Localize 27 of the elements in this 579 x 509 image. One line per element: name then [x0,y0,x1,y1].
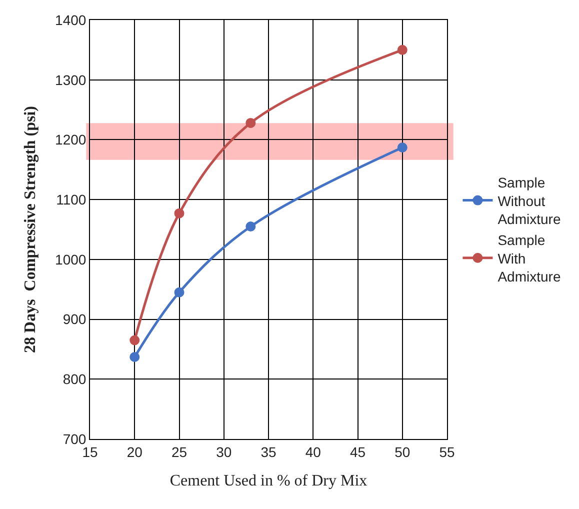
x-tick-label: 40 [305,444,322,460]
y-tick-label: 1100 [56,191,86,208]
point [174,287,184,298]
x-tick-label: 45 [350,444,366,460]
x-axis-title: Cement Used in % of Dry Mix [170,472,368,490]
x-tick-label: 25 [171,444,188,460]
y-tick-label: 1000 [55,251,86,268]
point [130,335,140,346]
legend-label: Sample With Admixture [498,232,561,285]
point [246,222,256,232]
y-tick-label: 1400 [55,12,86,28]
y-axis-title: 28 Days Compressive Strength (psi) [22,106,39,353]
x-tick-label: 20 [126,444,143,460]
y-tick-label: 800 [62,371,86,388]
point [246,118,256,128]
x-tick-label: 35 [260,444,276,460]
y-tick-label: 1200 [55,132,86,148]
point [397,142,408,152]
legend-label: Sample Without Admixture [498,174,561,227]
x-tick-label: 55 [439,444,455,460]
point [130,352,140,362]
x-tick-label: 50 [394,444,410,460]
y-tick-label: 1300 [55,72,86,88]
point [174,208,184,218]
x-tick-label: 30 [216,444,232,460]
point [397,44,408,55]
y-tick-label: 900 [62,311,86,328]
